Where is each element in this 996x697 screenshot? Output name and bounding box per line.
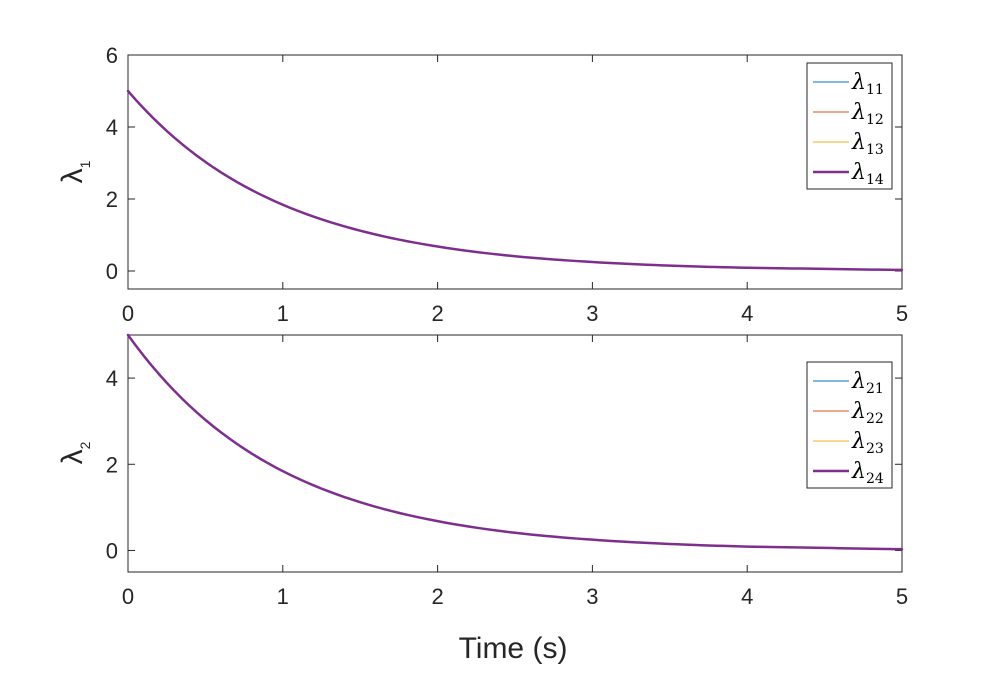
bottom-x-tick-label: 4 — [741, 584, 753, 609]
bottom-legend-entry-4: λ24 — [851, 459, 884, 487]
top-y-tick-label: 4 — [106, 115, 118, 140]
top-x-tick-label: 1 — [277, 301, 289, 326]
top-axis-ticks: 0 1 2 3 4 5 0 2 4 6 — [106, 43, 908, 326]
top-legend-entry-3: λ13 — [851, 130, 884, 158]
bottom-y-tick-label: 4 — [106, 366, 118, 391]
bottom-x-tick-label: 3 — [586, 584, 598, 609]
bottom-legend-entry-2: λ22 — [851, 399, 884, 427]
bottom-series-line-4 — [126, 333, 904, 551]
top-y-tick-label: 6 — [106, 43, 118, 68]
bottom-x-tick-label: 1 — [277, 584, 289, 609]
bottom-legend-entry-1: λ21 — [851, 369, 884, 397]
bottom-series-lines — [126, 333, 904, 551]
top-y-tick-label: 2 — [106, 187, 118, 212]
top-y-axis-label: λ1 — [56, 160, 93, 183]
top-y-tick-label: 0 — [106, 259, 118, 284]
top-legend-entry-1: λ11 — [851, 70, 884, 98]
top-x-tick-label: 3 — [586, 301, 598, 326]
x-axis-label: Time (s) — [459, 632, 568, 665]
top-x-tick-label: 5 — [896, 301, 908, 326]
top-legend-entry-4: λ14 — [851, 160, 884, 188]
bottom-legend-box — [806, 361, 893, 489]
bottom-x-tick-label: 0 — [122, 584, 134, 609]
top-x-tick-label: 0 — [122, 301, 134, 326]
bottom-y-tick-label: 2 — [106, 452, 118, 477]
top-plot-frame — [127, 54, 903, 290]
top-legend-box — [806, 62, 893, 190]
top-x-tick-label: 2 — [431, 301, 443, 326]
bottom-x-tick-label: 2 — [431, 584, 443, 609]
top-series-line-4 — [126, 89, 904, 272]
bottom-axis-ticks: 0 1 2 3 4 5 0 2 4 — [106, 335, 908, 609]
top-x-tick-label: 4 — [741, 301, 753, 326]
bottom-x-tick-label: 5 — [896, 584, 908, 609]
bottom-plot-frame — [127, 334, 903, 573]
bottom-y-tick-label: 0 — [106, 538, 118, 563]
bottom-y-axis-label: λ2 — [56, 441, 93, 464]
top-series-lines — [126, 89, 904, 272]
bottom-legend-entry-3: λ23 — [851, 429, 884, 457]
top-legend-entry-2: λ12 — [851, 100, 884, 128]
